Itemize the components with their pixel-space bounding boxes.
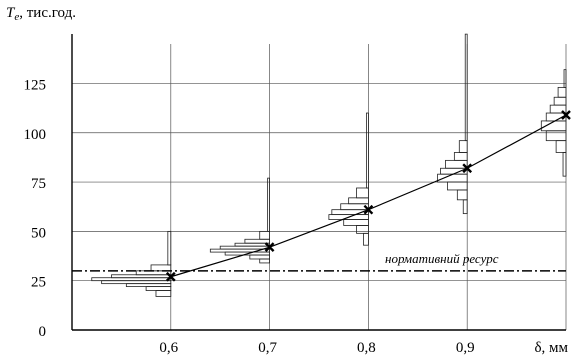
- y-axis-subscript: e: [14, 11, 20, 23]
- x-axis-label: δ, мм: [534, 340, 568, 356]
- y-axis-symbol: T: [6, 5, 15, 21]
- x-tick-label-3: 0,9: [456, 340, 475, 356]
- histogram-3-bin-0: [462, 199, 468, 215]
- y-tick-label-4: 100: [24, 127, 47, 143]
- histogram-0-bin-1: [145, 286, 172, 291]
- y-axis-unit: , тис.год.: [19, 5, 76, 21]
- histogram-1-bin-8: [267, 177, 270, 232]
- y-tick-label-3: 75: [31, 176, 46, 192]
- histogram-0-bin-8: [167, 230, 172, 266]
- histogram-0-bin-2: [125, 283, 172, 288]
- histogram-4-bin-6: [553, 96, 567, 106]
- histogram-3-bin-3: [437, 173, 468, 183]
- histogram-4-bin-2: [545, 130, 567, 142]
- histogram-3-bin-8: [464, 33, 468, 142]
- histogram-1-bin-0: [259, 258, 271, 264]
- x-tick-label-2: 0,8: [357, 340, 376, 356]
- series-0-point-0: [165, 271, 176, 282]
- histogram-0-bin-3: [101, 280, 172, 285]
- histogram-2-bin-7: [356, 187, 369, 199]
- histogram-4-bin-8: [563, 69, 567, 88]
- y-tick-label-5: 125: [24, 77, 47, 93]
- histogram-3-bin-7: [458, 140, 468, 153]
- series-0-point-2: [363, 204, 374, 215]
- histogram-3-bin-2: [447, 181, 468, 191]
- histogram-1-bin-1: [249, 254, 270, 260]
- y-tick-label-2: 50: [31, 225, 46, 241]
- histogram-2-bin-1: [356, 225, 369, 234]
- series-0-point-3: [462, 163, 473, 174]
- histogram-0-bin-7: [150, 264, 172, 272]
- y-tick-label-1: 25: [31, 275, 46, 291]
- histogram-4-bin-0: [562, 152, 567, 177]
- histogram-2-bin-8: [366, 112, 369, 189]
- x-tick-label-0: 0,6: [159, 340, 178, 356]
- histogram-2-bin-2: [343, 219, 369, 226]
- histogram-2-bin-0: [363, 232, 369, 246]
- y-tick-label-0: 0: [39, 324, 47, 340]
- histogram-2-bin-6: [348, 197, 369, 205]
- y-axis-label: Te, тис.год.: [6, 5, 76, 23]
- histogram-1-bin-7: [259, 230, 271, 240]
- histogram-1-bin-4: [219, 245, 270, 250]
- histogram-3-bin-1: [456, 189, 468, 201]
- histogram-3-bin-6: [453, 152, 468, 161]
- histogram-1-bin-6: [244, 238, 270, 244]
- histogram-0-bin-4: [91, 277, 172, 282]
- histogram-4-bin-1: [555, 140, 567, 153]
- series-0-point-1: [264, 242, 275, 253]
- reference-line-label: нормативний ресурс: [385, 251, 499, 266]
- histogram-0-bin-0: [155, 290, 172, 297]
- series-0-point-4: [561, 110, 571, 120]
- histogram-0-bin-5: [111, 274, 172, 279]
- histogram-4-bin-7: [557, 86, 567, 98]
- x-tick-label-1: 0,7: [258, 340, 277, 356]
- histogram-1-bin-5: [234, 242, 271, 247]
